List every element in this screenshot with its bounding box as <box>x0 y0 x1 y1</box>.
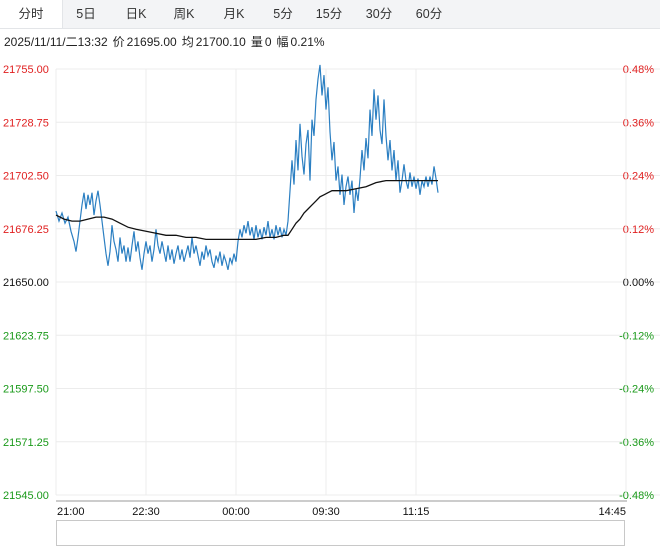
pct-axis-tick-label: 0.00% <box>623 277 654 289</box>
y-axis-tick-label: 21755.00 <box>3 64 49 76</box>
quote-info-bar: 2025/11/11/二13:32 价 21695.00 均 21700.10 量 0 幅 0.… <box>4 34 330 50</box>
y-axis-tick-label: 21545.00 <box>3 490 49 502</box>
pct-axis-tick-label: -0.48% <box>619 490 654 502</box>
x-axis-tick-label: 14:45 <box>598 506 626 518</box>
x-axis-tick-label: 11:15 <box>403 506 430 518</box>
tab-15-min[interactable]: 15分 <box>315 7 343 21</box>
x-axis-tick-label: 22:30 <box>132 506 160 518</box>
x-axis-tick-label: 00:00 <box>222 506 250 518</box>
y-axis-tick-label: 21597.50 <box>3 384 49 396</box>
change-label: 幅 <box>276 35 289 49</box>
volume-value: 0 <box>264 35 272 49</box>
price-value: 21695.00 <box>126 35 177 49</box>
avg-value: 21700.10 <box>195 35 246 49</box>
average-price-line <box>55 179 438 241</box>
tab-daily-k[interactable]: 日K <box>125 7 147 21</box>
y-axis-tick-label: 21571.25 <box>3 437 49 449</box>
period-tab-bar: 分时 5日 日K 周K 月K 5分 15分 30分 60分 <box>0 0 660 29</box>
x-axis-tick-label: 21:00 <box>57 506 85 518</box>
volume-label: 量 <box>250 35 263 49</box>
pct-axis-tick-label: -0.36% <box>619 437 654 449</box>
pct-axis-tick-label: 0.36% <box>623 117 654 129</box>
y-axis-tick-label: 21676.25 <box>3 224 49 236</box>
time-navigator-frame[interactable] <box>56 520 625 546</box>
change-value: 0.21% <box>290 35 325 49</box>
y-axis-tick-label: 21728.75 <box>3 117 49 129</box>
tab-5-min[interactable]: 5分 <box>273 7 293 21</box>
tab-intraday[interactable]: 分时 <box>0 0 63 28</box>
y-axis-tick-label: 21650.00 <box>3 277 49 289</box>
avg-label: 均 <box>181 35 194 49</box>
x-axis-tick-label: 09:30 <box>312 506 340 518</box>
quote-datetime: 2025/11/11/二13:32 <box>4 35 108 49</box>
pct-axis-tick-label: 0.12% <box>623 224 654 236</box>
pct-axis-tick-label: 0.48% <box>623 64 654 76</box>
y-axis-tick-label: 21702.50 <box>3 171 49 183</box>
price-label: 价 <box>112 35 125 49</box>
pct-axis-tick-label: -0.24% <box>619 384 654 396</box>
price-line <box>55 64 439 270</box>
tab-60-min[interactable]: 60分 <box>415 7 443 21</box>
tab-weekly-k[interactable]: 周K <box>173 7 195 21</box>
y-axis-tick-label: 21623.75 <box>3 330 49 342</box>
tab-monthly-k[interactable]: 月K <box>223 7 245 21</box>
intraday-chart[interactable]: 21755.00 0.48% 21728.75 0.36% 21702.50 0.24% 2… <box>0 55 660 520</box>
tab-30-min[interactable]: 30分 <box>365 7 393 21</box>
tab-5-day[interactable]: 5日 <box>76 7 96 21</box>
pct-axis-tick-label: -0.12% <box>619 330 654 342</box>
pct-axis-tick-label: 0.24% <box>623 171 654 183</box>
